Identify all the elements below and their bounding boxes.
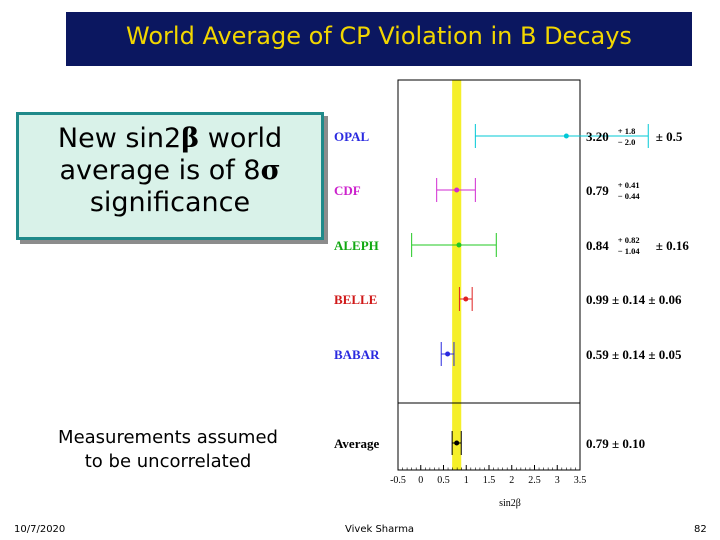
callout-sigma-symbol: σ <box>260 155 281 186</box>
callout-line-2-prefix: average is of 8 <box>59 155 261 186</box>
x-axis-label: sin2β <box>499 498 521 509</box>
experiment-label: BABAR <box>334 347 380 362</box>
x-tick-label: -0.5 <box>390 475 406 486</box>
x-tick-label: 1 <box>464 475 469 486</box>
result-syst-error: ± 0.5 <box>656 129 683 144</box>
callout-line-1: New sin2β world <box>19 123 321 155</box>
slide-title-bar: World Average of CP Violation in B Decay… <box>66 12 692 66</box>
result-error-plus: + 0.82 <box>618 235 640 245</box>
note-line-2: to be uncorrelated <box>84 451 252 472</box>
callout-line-1-suffix: world <box>199 123 283 154</box>
data-point <box>454 440 460 446</box>
x-tick-label: 0.5 <box>437 475 450 486</box>
measurement-belle: BELLE 0.99 ± 0.14 ± 0.06 <box>334 287 682 311</box>
data-point <box>445 351 451 357</box>
callout-line-2: average is of 8σ <box>19 155 321 187</box>
data-point <box>456 242 462 248</box>
result-error-minus: − 0.44 <box>618 191 641 201</box>
uncorrelated-note: Measurements assumed to be uncorrelated <box>56 426 280 474</box>
result-error-plus: + 1.8 <box>618 126 636 136</box>
x-tick-label: 1.5 <box>483 475 496 486</box>
experiment-label: OPAL <box>334 129 369 144</box>
experiment-label: BELLE <box>334 292 377 307</box>
result-value: 0.79 <box>586 183 609 198</box>
measurement-opal: OPAL 3.20 + 1.8− 2.0 ± 0.5 <box>334 124 683 148</box>
slide-title: World Average of CP Violation in B Decay… <box>126 22 632 50</box>
footer-author: Vivek Sharma <box>345 524 415 535</box>
x-tick-label: 2.5 <box>528 475 541 486</box>
experiment-label: ALEPH <box>334 238 379 253</box>
callout-beta-symbol: β <box>181 123 200 154</box>
plot-frame <box>397 79 581 471</box>
result-value: 0.99 ± 0.14 ± 0.06 <box>586 292 682 307</box>
callout-line-1-prefix: New sin2 <box>57 123 182 154</box>
result-value: 0.59 ± 0.14 ± 0.05 <box>586 347 682 362</box>
significance-callout: New sin2β world average is of 8σ signifi… <box>16 112 324 240</box>
x-tick-label: 3.5 <box>574 475 587 486</box>
measurement-aleph: ALEPH 0.84 + 0.82− 1.04 ± 0.16 <box>334 233 689 257</box>
result-error-minus: − 2.0 <box>618 137 636 147</box>
measurement-babar: BABAR 0.59 ± 0.14 ± 0.05 <box>334 342 682 366</box>
data-point <box>563 133 569 139</box>
result-value: 3.20 <box>586 129 609 144</box>
experiment-label: Average <box>334 436 379 451</box>
result-value: 0.79 ± 0.10 <box>586 436 645 451</box>
measurement-cdf: CDF 0.79 + 0.41− 0.44 <box>334 178 640 202</box>
result-syst-error: ± 0.16 <box>656 238 690 253</box>
callout-line-3: significance <box>89 187 251 218</box>
x-tick-label: 3 <box>555 475 560 486</box>
world-average-band <box>452 80 462 470</box>
data-point <box>454 187 460 193</box>
x-tick-label: 2 <box>509 475 514 486</box>
result-error-minus: − 1.04 <box>618 246 641 256</box>
data-point <box>463 296 469 302</box>
result-value: 0.84 <box>586 238 609 253</box>
footer-date: 10/7/2020 <box>14 524 66 535</box>
note-line-1: Measurements assumed <box>58 427 278 448</box>
x-tick-label: 0 <box>418 475 423 486</box>
footer-page-number: 82 <box>694 524 707 535</box>
experiment-label: CDF <box>334 183 361 198</box>
result-error-plus: + 0.41 <box>618 180 640 190</box>
measurement-average: Average 0.79 ± 0.10 <box>334 431 645 455</box>
